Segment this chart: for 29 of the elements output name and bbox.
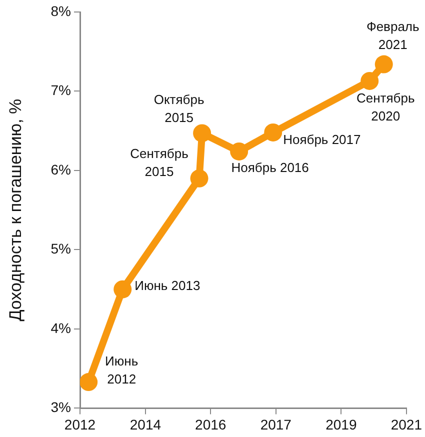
y-tick-label: 8% [50, 2, 71, 19]
y-tick-label: 7% [50, 82, 71, 98]
point [193, 124, 212, 142]
x-tick-label: 2016 [195, 416, 226, 432]
point [374, 55, 393, 74]
x-tick-label: 2019 [326, 416, 357, 432]
annotation: Июнь 2013 [134, 278, 200, 293]
y-tick-label: 5% [50, 240, 71, 257]
annotation: Сентябрь 2015 [130, 146, 189, 179]
x-tick-label: 2021 [390, 416, 422, 432]
annotation: Октябрь 2015 [154, 92, 204, 125]
point [114, 280, 132, 298]
annotation: Июнь 2012 [105, 354, 138, 387]
annotation: Сентябрь 2020 [356, 90, 415, 124]
point [264, 123, 282, 142]
y-tick-label: 6% [50, 161, 71, 178]
point [360, 72, 379, 90]
x-tick-label: 2017 [260, 416, 292, 432]
x-tick-label: 2014 [130, 416, 162, 432]
x-tick-label: 2012 [64, 416, 96, 432]
annotation: Февраль 2021 [366, 18, 420, 52]
annotation: Ноябрь 2017 [283, 132, 361, 148]
y-tick-label: 4% [50, 320, 71, 336]
point [80, 373, 98, 392]
point [190, 169, 208, 188]
y-axis-title: Доходность к погашению, % [6, 98, 25, 322]
annotation: Ноябрь 2016 [231, 160, 309, 176]
y-tick-label: 3% [50, 399, 71, 416]
point [230, 142, 248, 160]
